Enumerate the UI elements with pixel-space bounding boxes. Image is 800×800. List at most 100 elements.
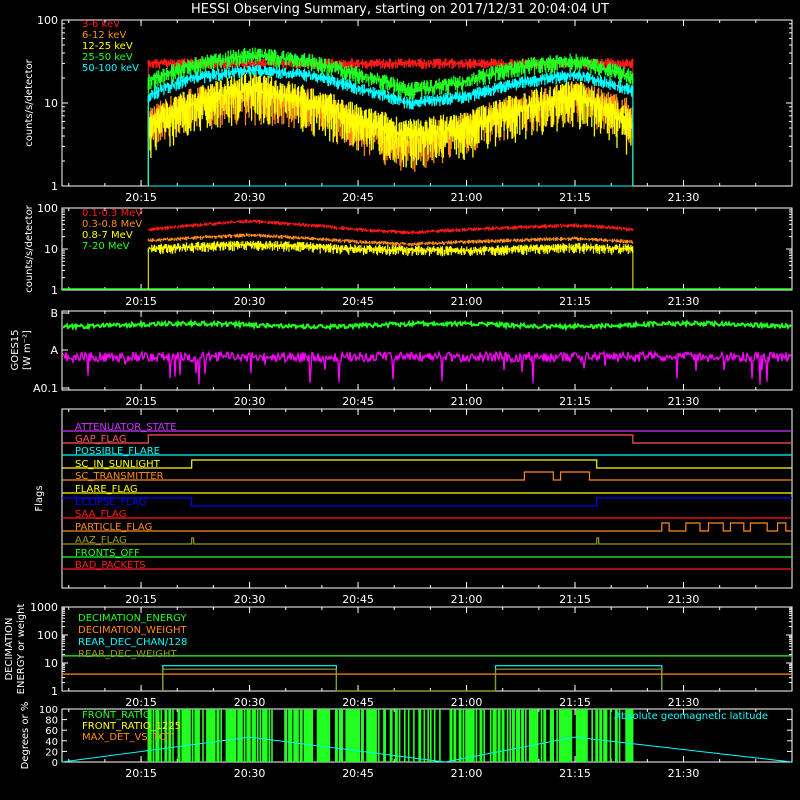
goes-long-channel (62, 318, 792, 332)
flag-label: SC_TRANSMITTER (75, 471, 164, 482)
figure-title: HESSI Observing Summary, starting on 201… (191, 2, 609, 17)
flag-label: POSSIBLE_FLARE (75, 446, 160, 457)
ratios-panel: 20:15 20:30 20:45 21:00 21:15 21:30 0204060801… (20, 702, 793, 780)
x-tick-label: 21:00 (451, 593, 483, 606)
x-tick-label: 21:15 (559, 593, 591, 606)
x-tick-label: 20:30 (234, 295, 266, 308)
y-tick-label: 40 (45, 737, 58, 748)
x-tick-label: 20:45 (342, 593, 374, 606)
legend-entry: MAX_DET_VS_TOT (82, 732, 174, 743)
x-tick-label: 20:15 (125, 295, 157, 308)
legend-entry: 3-6 keV (82, 19, 120, 30)
flag-label: AAZ_FLAG (75, 535, 127, 546)
geomagnetic-latitude-series (61, 736, 791, 763)
y-tick-label: 100 (37, 202, 58, 215)
legend-entry: 50-100 keV (82, 63, 139, 74)
legend-entry: 6-12 keV (82, 30, 126, 41)
legend-entry: 0.1-0.3 MeV (82, 208, 142, 219)
y-tick-label: 100 (37, 14, 58, 27)
x-tick-label: 21:30 (668, 395, 700, 408)
flag-label: GAP_FLAG (75, 434, 127, 445)
high-energy-panel: 20:15 20:30 20:45 21:00 21:15 21:30 1 10 100coun… (24, 202, 793, 308)
legend-entry: REAR_DEC_CHAN/128 (78, 637, 187, 648)
x-tick-label: 20:15 (125, 191, 157, 204)
y-tick-label: 0 (52, 758, 58, 769)
x-tick-label: 21:15 (559, 696, 591, 709)
x-tick-label: 20:45 (342, 295, 374, 308)
flag-trace (62, 471, 792, 481)
x-tick-label: 21:00 (451, 767, 483, 780)
flag-label: BAD_PACKETS (75, 560, 146, 571)
y-tick-label: A (50, 344, 58, 357)
x-tick-label: 20:30 (234, 593, 266, 606)
y-tick-label: 1 (51, 180, 58, 193)
y-tick-label: A0.1 (33, 382, 58, 395)
x-tick-label: 21:30 (668, 191, 700, 204)
ratios-frame (61, 708, 793, 763)
y-axis-label: [W m⁻²] (22, 330, 33, 370)
legend-entry: DECIMATION_ENERGY (78, 613, 187, 624)
y-tick-label: 60 (45, 726, 58, 737)
panels: 20:15 20:30 20:45 21:00 21:15 21:30110100coun… (4, 14, 793, 780)
y-axis-label: Flags (34, 485, 45, 511)
goes-panel: 20:15 20:30 20:45 21:00 21:15 21:30 A0.1 A B GOES… (10, 307, 793, 408)
y-tick-label: B (50, 307, 58, 320)
y-tick-label: 1 (51, 284, 58, 297)
legend-entry: 7-20 MeV (82, 241, 130, 252)
legend-entry: FRONT_RATIO_1225 (82, 721, 181, 732)
decimation-series-3 (162, 668, 663, 692)
y-axis-label-line2: ENERGY or weight (16, 604, 27, 695)
x-tick-label: 21:00 (451, 395, 483, 408)
x-tick-label: 20:15 (125, 593, 157, 606)
y-tick-label: 80 (45, 716, 58, 727)
x-tick-label: 21:30 (668, 593, 700, 606)
flag-trace (62, 459, 792, 469)
y-tick-label: 1000 (30, 601, 58, 614)
flag-trace (62, 537, 792, 545)
flag-label: ATTENUATOR_STATE (75, 422, 176, 433)
y-axis-label: Degrees or % (20, 702, 31, 770)
x-tick-label: 20:45 (342, 767, 374, 780)
y-tick-label: 10 (44, 243, 58, 256)
y-tick-label: 100 (39, 705, 58, 716)
x-tick-label: 21:30 (668, 295, 700, 308)
x-tick-label: 21:15 (559, 191, 591, 204)
x-tick-label: 21:15 (559, 295, 591, 308)
x-tick-label: 20:45 (342, 696, 374, 709)
x-tick-label: 20:30 (234, 395, 266, 408)
flag-label: PARTICLE_FLAG (75, 522, 152, 533)
y-tick-label: 100 (37, 629, 58, 642)
x-tick-label: 20:30 (234, 767, 266, 780)
flag-label: SC_IN_SUNLIGHT (75, 459, 161, 470)
annotation-label: Absolute geomagnetic latitude (614, 711, 768, 722)
flag-label: FLARE_FLAG (75, 484, 138, 495)
x-tick-label: 21:30 (668, 696, 700, 709)
decimation-panel: 20:15 20:30 20:45 21:00 21:15 21:30 1 10 100 1000… (4, 601, 793, 709)
flag-trace (62, 434, 792, 444)
y-tick-label: 10 (44, 97, 58, 110)
y-axis-label: counts/s/detector (24, 58, 35, 146)
high-energy-series-0 (147, 219, 634, 235)
y-tick-label: 1 (51, 685, 58, 698)
x-tick-label: 20:15 (125, 696, 157, 709)
flag-label: SAA_FLAG (75, 509, 126, 520)
goes-short-channel (62, 349, 792, 385)
x-tick-label: 21:00 (451, 191, 483, 204)
y-axis-label: GOES15 (10, 329, 21, 370)
flag-label: FRONTS_OFF (75, 548, 140, 559)
legend-entry: DECIMATION_WEIGHT (78, 625, 187, 636)
x-tick-label: 20:15 (125, 767, 157, 780)
x-tick-label: 21:15 (559, 395, 591, 408)
legend-entry: REAR_DEC_WEIGHT (78, 649, 177, 660)
legend-entry: 0.8-7 MeV (82, 230, 133, 241)
x-tick-label: 20:15 (125, 395, 157, 408)
x-tick-label: 21:30 (668, 767, 700, 780)
x-tick-label: 21:00 (451, 696, 483, 709)
y-tick-label: 20 (45, 747, 58, 758)
x-tick-label: 20:45 (342, 191, 374, 204)
legend-entry: FRONT_RATIO (82, 710, 151, 721)
y-axis-label: counts/s/detector (24, 204, 35, 292)
flags-panel: 20:15 20:30 20:45 21:00 21:15 21:30 Flags ATTEN… (34, 408, 793, 606)
x-tick-label: 20:45 (342, 395, 374, 408)
